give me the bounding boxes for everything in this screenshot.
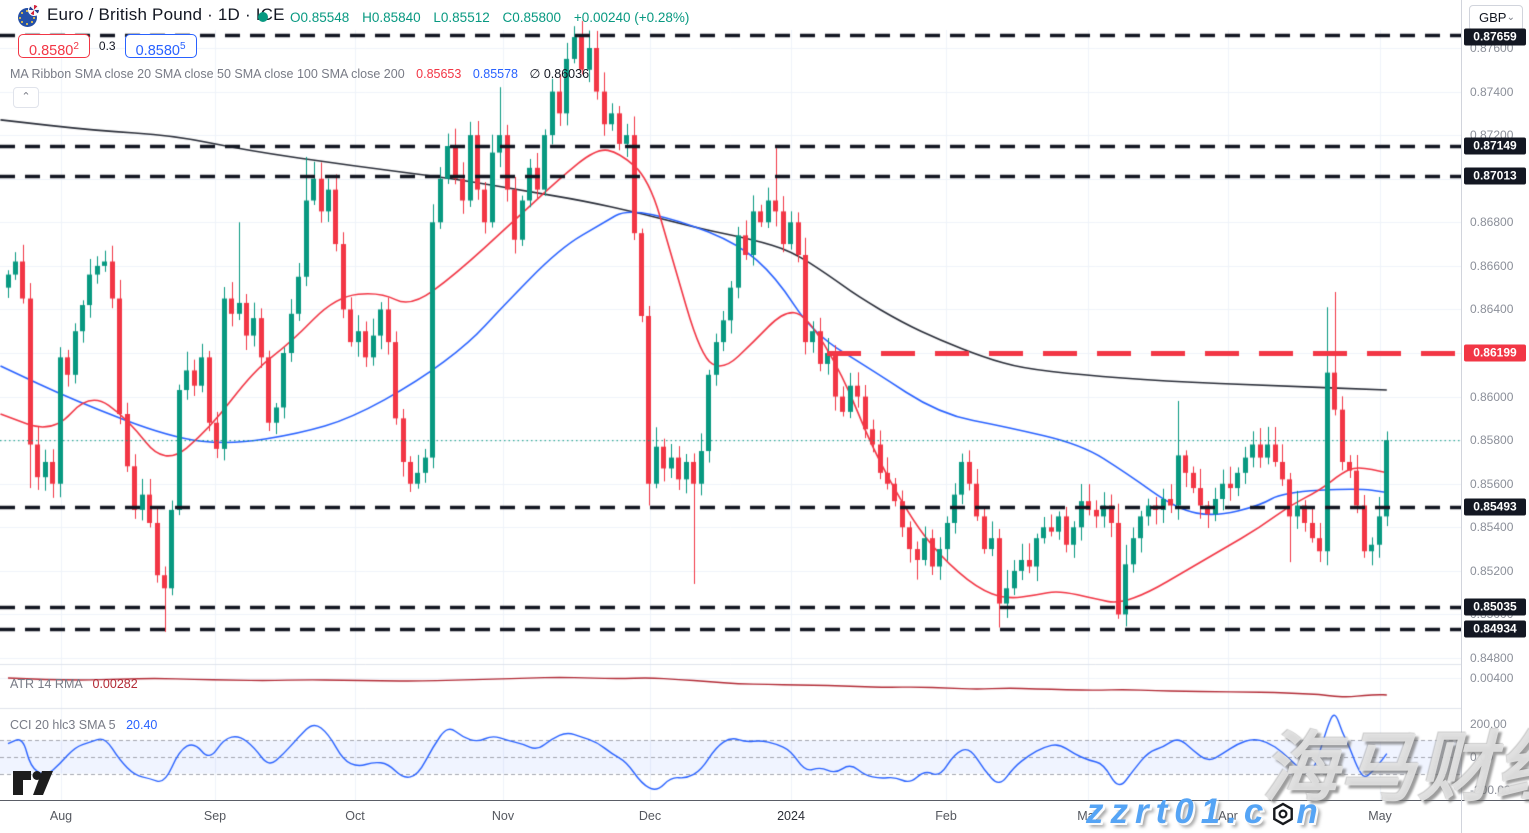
tradingview-logo-icon[interactable] bbox=[12, 770, 54, 801]
market-status-icon[interactable] bbox=[258, 12, 268, 22]
ma-ribbon-value-avg: ∅ 0.86036 bbox=[529, 67, 590, 81]
month-label: Sep bbox=[203, 809, 227, 823]
price-scale[interactable]: GBP ⌄ 0.87600 0.87400 0.87200 0.86800 0.8660… bbox=[1461, 0, 1529, 800]
bid-ask-row: 0.85802 0.3 0.85805 bbox=[18, 34, 197, 59]
ohlc-values: O0.85548 H0.85840 L0.85512 C0.85800 +0.0… bbox=[290, 10, 698, 25]
axis-corner bbox=[1461, 800, 1529, 833]
ma-ribbon-legend[interactable]: MA Ribbon SMA close 20 SMA close 50 SMA … bbox=[10, 66, 589, 81]
month-label: Oct bbox=[345, 809, 365, 823]
chart-canvas[interactable] bbox=[0, 0, 1461, 800]
price-tick: 0.86600 bbox=[1470, 258, 1514, 273]
price-tick: 0.86000 bbox=[1470, 389, 1514, 404]
price-tick: 0.85400 bbox=[1470, 520, 1514, 535]
level-price-label: 0.84934 bbox=[1464, 620, 1526, 638]
month-label: Dec bbox=[638, 809, 662, 823]
chevron-down-icon: ⌄ bbox=[1506, 12, 1515, 23]
ma-ribbon-value-sma100: 0.85578 bbox=[472, 67, 518, 81]
month-label: Aug bbox=[49, 809, 73, 823]
ma-ribbon-label: MA Ribbon SMA close 20 SMA close 50 SMA … bbox=[10, 67, 405, 81]
price-tick: 0.86800 bbox=[1470, 215, 1514, 230]
cci-tick: 0.00 bbox=[1470, 750, 1494, 764]
atr-legend[interactable]: ATR 14 RMA 0.00282 bbox=[10, 677, 138, 691]
month-label: Apr bbox=[1218, 809, 1238, 823]
level-price-label: 0.85035 bbox=[1464, 598, 1526, 616]
ohlc-change: +0.00240 (+0.28%) bbox=[573, 10, 690, 25]
month-label: Feb bbox=[935, 809, 957, 823]
ohlc-low: L0.85512 bbox=[433, 10, 490, 25]
gb-flag-icon bbox=[28, 4, 40, 16]
symbol-logo-icon[interactable] bbox=[18, 4, 40, 28]
currency-label: GBP bbox=[1479, 10, 1507, 25]
atr-label: ATR 14 RMA bbox=[10, 677, 83, 691]
price-tick: 0.85200 bbox=[1470, 563, 1514, 578]
level-price-label: 0.87149 bbox=[1464, 137, 1526, 155]
cci-legend[interactable]: CCI 20 hlc3 SMA 5 20.40 bbox=[10, 718, 157, 732]
level-price-label: 0.86199 bbox=[1464, 344, 1526, 362]
level-price-label: 0.87659 bbox=[1464, 28, 1526, 46]
price-tick: 0.85800 bbox=[1470, 433, 1514, 448]
atr-value: 0.00282 bbox=[92, 677, 138, 691]
ask-sup: 5 bbox=[179, 41, 186, 52]
cci-tick: 200.00 bbox=[1470, 716, 1507, 731]
spread-value: 0.3 bbox=[98, 39, 116, 53]
price-tick: 0.87400 bbox=[1470, 84, 1514, 99]
month-label: May bbox=[1368, 809, 1392, 823]
price-tick: 0.84800 bbox=[1470, 651, 1514, 666]
cci-label: CCI 20 hlc3 SMA 5 bbox=[10, 718, 116, 732]
ohlc-close: C0.85800 bbox=[502, 10, 562, 25]
bid-sup: 2 bbox=[73, 41, 79, 52]
buy-button[interactable]: 0.85805 bbox=[124, 34, 197, 59]
month-label: Nov bbox=[491, 809, 515, 823]
ma-ribbon-value-sma20: 0.85653 bbox=[416, 67, 462, 81]
level-price-label: 0.85493 bbox=[1464, 498, 1526, 516]
month-label: Mar bbox=[1077, 809, 1099, 823]
ohlc-open: O0.85548 bbox=[290, 10, 350, 25]
sell-button[interactable]: 0.85802 bbox=[18, 34, 90, 59]
price-tick: 0.86400 bbox=[1470, 302, 1514, 317]
collapse-legend-button[interactable]: ⌃ bbox=[13, 87, 39, 108]
ohlc-high: H0.85840 bbox=[362, 10, 421, 25]
month-label: 2024 bbox=[777, 809, 805, 823]
gear-icon bbox=[1273, 802, 1294, 826]
cci-tick: -200.00 bbox=[1470, 783, 1511, 798]
price-tick: 0.85600 bbox=[1470, 476, 1514, 491]
symbol-title[interactable]: Euro / British Pound · 1D · ICE bbox=[47, 5, 285, 24]
atr-tick: 0.00400 bbox=[1470, 671, 1514, 685]
watermark-cn: 海马财经 bbox=[1262, 726, 1529, 811]
watermark-site: zzrt01.c n bbox=[1086, 792, 1325, 831]
currency-selector[interactable]: GBP ⌄ bbox=[1469, 5, 1523, 31]
level-price-label: 0.87013 bbox=[1464, 167, 1526, 185]
cci-value: 20.40 bbox=[126, 718, 158, 732]
time-axis[interactable]: Aug Sep Oct Nov Dec 2024 Feb Mar Apr May bbox=[0, 800, 1529, 833]
chart-header: Euro / British Pound · 1D · ICE O0.85548… bbox=[0, 0, 1461, 30]
